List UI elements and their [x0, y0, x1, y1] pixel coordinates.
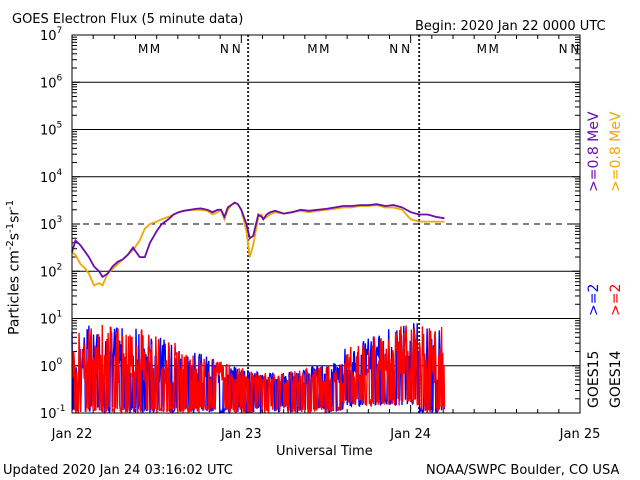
- y-tick-label: 102: [40, 262, 62, 280]
- credit-text: NOAA/SWPC Boulder, CO USA: [426, 463, 619, 478]
- begin-date: Begin: 2020 Jan 22 0000 UTC: [415, 19, 606, 34]
- updated-timestamp: Updated 2020 Jan 24 03:16:02 UTC: [3, 463, 233, 478]
- y-tick-label: 106: [40, 73, 63, 91]
- y-tick-label: 103: [40, 215, 62, 233]
- legend-goes15: GOES15: [586, 350, 602, 408]
- x-tick-label: Jan 22: [51, 427, 93, 442]
- x-tick-label: Jan 23: [220, 427, 262, 442]
- legend-goes15-2mev: >=2: [586, 283, 602, 316]
- y-tick-label: 101: [40, 310, 62, 328]
- mn-marker: N: [232, 42, 241, 56]
- y-tick-label: 100: [40, 357, 63, 375]
- y-tick-label: 107: [40, 26, 62, 44]
- mn-marker: M: [307, 42, 317, 56]
- x-axis-label: Universal Time: [276, 444, 373, 459]
- series-line: [71, 201, 445, 279]
- legend-goes14: GOES14: [608, 350, 624, 408]
- mn-marker: N: [559, 42, 568, 56]
- y-axis-label: Particles cm-2s-1sr-1: [5, 199, 23, 335]
- mn-marker: M: [150, 42, 160, 56]
- mn-marker: N: [389, 42, 398, 56]
- x-tick-label: Jan 25: [559, 427, 601, 442]
- mn-marker: M: [488, 42, 498, 56]
- legend-goes15-08mev: >=0.8 MeV: [586, 111, 602, 192]
- mn-marker: N: [401, 42, 410, 56]
- mn-marker: N: [570, 42, 579, 56]
- y-tick-label: 104: [40, 168, 63, 186]
- grid-lines: [72, 35, 580, 413]
- chart-title: GOES Electron Flux (5 minute data): [12, 12, 243, 27]
- y-tick-label: 10-1: [40, 404, 66, 422]
- y-tick-label: 105: [40, 121, 62, 139]
- legend-goes14-08mev: >=0.8 MeV: [608, 111, 624, 192]
- mn-marker: M: [319, 42, 329, 56]
- x-tick-label: Jan 24: [389, 427, 431, 442]
- mn-marker: N: [220, 42, 229, 56]
- legend-goes14-2mev: >=2: [608, 283, 624, 316]
- plot-frame: [71, 34, 581, 414]
- axis-ticks: 107 106 105 104 103 102 101 100 10-1 Jan 22 Jan 23…: [40, 26, 600, 442]
- series-layer: [71, 201, 446, 415]
- mn-marker: M: [138, 42, 148, 56]
- mn-marker: M: [477, 42, 487, 56]
- series-line: [71, 324, 446, 415]
